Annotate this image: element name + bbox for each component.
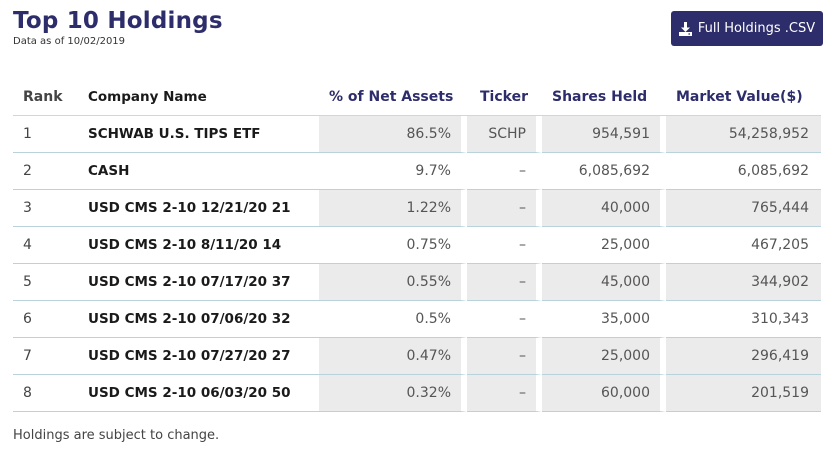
- table-row: 4 USD CMS 2-10 8/11/20 14 0.75% – 25,000…: [13, 227, 821, 264]
- full-holdings-csv-label: Full Holdings .CSV: [697, 21, 816, 36]
- table-row: 6 USD CMS 2-10 07/06/20 32 0.5% – 35,000…: [13, 301, 821, 338]
- shares-held-cell: 6,085,692: [542, 153, 666, 190]
- holdings-disclaimer: Holdings are subject to change.: [13, 428, 220, 443]
- ticker-cell: –: [467, 264, 542, 301]
- table-row: 1 SCHWAB U.S. TIPS ETF 86.5% SCHP 954,59…: [13, 116, 821, 153]
- table-row: 2 CASH 9.7% – 6,085,692 6,085,692: [13, 153, 821, 190]
- full-holdings-csv-button[interactable]: Full Holdings .CSV: [671, 11, 823, 46]
- download-icon: [678, 21, 692, 36]
- ticker-cell: –: [467, 227, 542, 264]
- table-row: 7 USD CMS 2-10 07/27/20 27 0.47% – 25,00…: [13, 338, 821, 375]
- company-name-cell: USD CMS 2-10 8/11/20 14: [88, 227, 319, 264]
- market-value-cell: 344,902: [666, 264, 821, 301]
- column-header-market-value: Market Value($): [666, 78, 821, 116]
- net-assets-cell: 9.7%: [319, 153, 467, 190]
- data-date: Data as of 10/02/2019: [13, 36, 126, 47]
- ticker-cell: SCHP: [467, 116, 542, 153]
- company-name-cell: CASH: [88, 153, 319, 190]
- net-assets-cell: 1.22%: [319, 190, 467, 227]
- rank-cell: 8: [13, 375, 88, 412]
- rank-cell: 6: [13, 301, 88, 338]
- net-assets-cell: 86.5%: [319, 116, 467, 153]
- company-name-cell: USD CMS 2-10 12/21/20 21: [88, 190, 319, 227]
- holdings-header: Top 10 Holdings Data as of 10/02/2019: [13, 7, 223, 48]
- company-name-cell: USD CMS 2-10 07/06/20 32: [88, 301, 319, 338]
- market-value-cell: 54,258,952: [666, 116, 821, 153]
- table-row: 5 USD CMS 2-10 07/17/20 37 0.55% – 45,00…: [13, 264, 821, 301]
- shares-held-cell: 60,000: [542, 375, 666, 412]
- ticker-cell: –: [467, 338, 542, 375]
- company-name-cell: SCHWAB U.S. TIPS ETF: [88, 116, 319, 153]
- market-value-cell: 6,085,692: [666, 153, 821, 190]
- net-assets-cell: 0.55%: [319, 264, 467, 301]
- shares-held-cell: 954,591: [542, 116, 666, 153]
- page-title: Top 10 Holdings: [13, 8, 223, 34]
- shares-held-cell: 35,000: [542, 301, 666, 338]
- table-row: 8 USD CMS 2-10 06/03/20 50 0.32% – 60,00…: [13, 375, 821, 412]
- ticker-cell: –: [467, 153, 542, 190]
- net-assets-cell: 0.32%: [319, 375, 467, 412]
- column-header-net-assets: % of Net Assets: [319, 78, 467, 116]
- column-header-shares-held: Shares Held: [542, 78, 666, 116]
- column-header-rank: Rank: [13, 78, 88, 116]
- net-assets-cell: 0.47%: [319, 338, 467, 375]
- net-assets-cell: 0.5%: [319, 301, 467, 338]
- ticker-cell: –: [467, 375, 542, 412]
- shares-held-cell: 40,000: [542, 190, 666, 227]
- rank-cell: 3: [13, 190, 88, 227]
- ticker-cell: –: [467, 190, 542, 227]
- rank-cell: 2: [13, 153, 88, 190]
- market-value-cell: 201,519: [666, 375, 821, 412]
- shares-held-cell: 45,000: [542, 264, 666, 301]
- shares-held-cell: 25,000: [542, 338, 666, 375]
- company-name-cell: USD CMS 2-10 07/17/20 37: [88, 264, 319, 301]
- rank-cell: 7: [13, 338, 88, 375]
- holdings-table: Rank Company Name % of Net Assets Ticker…: [13, 78, 821, 412]
- shares-held-cell: 25,000: [542, 227, 666, 264]
- market-value-cell: 296,419: [666, 338, 821, 375]
- company-name-cell: USD CMS 2-10 06/03/20 50: [88, 375, 319, 412]
- net-assets-cell: 0.75%: [319, 227, 467, 264]
- table-row: 3 USD CMS 2-10 12/21/20 21 1.22% – 40,00…: [13, 190, 821, 227]
- rank-cell: 4: [13, 227, 88, 264]
- table-header-row: Rank Company Name % of Net Assets Ticker…: [13, 78, 821, 116]
- market-value-cell: 310,343: [666, 301, 821, 338]
- column-header-company-name: Company Name: [88, 78, 319, 116]
- column-header-ticker: Ticker: [467, 78, 542, 116]
- market-value-cell: 765,444: [666, 190, 821, 227]
- ticker-cell: –: [467, 301, 542, 338]
- rank-cell: 5: [13, 264, 88, 301]
- rank-cell: 1: [13, 116, 88, 153]
- market-value-cell: 467,205: [666, 227, 821, 264]
- company-name-cell: USD CMS 2-10 07/27/20 27: [88, 338, 319, 375]
